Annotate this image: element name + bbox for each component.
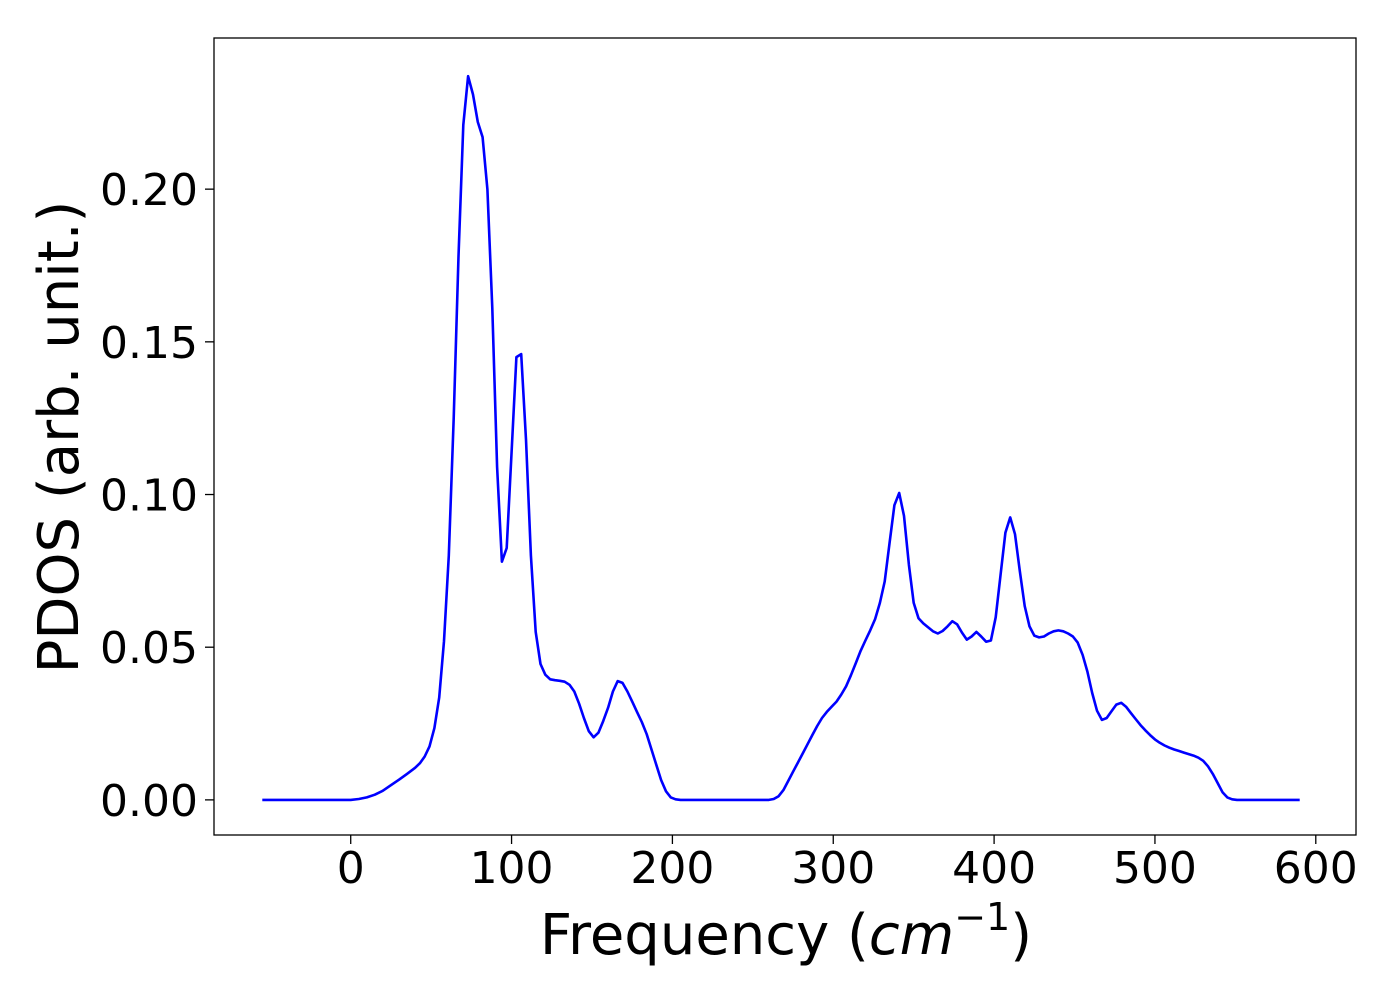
x-tick-label: 400 — [952, 843, 1036, 894]
x-tick-label: 600 — [1274, 843, 1358, 894]
x-tick-label: 100 — [470, 843, 554, 894]
x-axis-title-close-paren: ) — [1010, 903, 1032, 968]
x-axis-unit: cm — [869, 903, 954, 968]
x-tick-label: 200 — [630, 843, 714, 894]
plot-area — [262, 74, 1300, 802]
x-tick-label: 500 — [1113, 843, 1197, 894]
x-tick-label: 0 — [337, 843, 365, 894]
y-tick-label: 0.00 — [100, 776, 198, 827]
axes-frame — [213, 37, 1357, 836]
x-tick-label: 300 — [791, 843, 875, 894]
y-tick-label: 0.20 — [100, 165, 198, 216]
x-axis-title: Frequency (cm−1) — [540, 895, 1032, 968]
y-tick-label: 0.15 — [100, 318, 198, 369]
x-axis-ticks: 0 100 200 300 400 500 600 — [337, 835, 1358, 894]
x-axis-title-text: Frequency — [540, 903, 829, 968]
y-axis-title: PDOS (arb. unit.) — [27, 201, 92, 674]
x-axis-unit-exponent: −1 — [954, 895, 1010, 939]
y-tick-label: 0.10 — [100, 471, 198, 522]
pdos-line — [262, 74, 1300, 802]
x-axis-title-open-paren: ( — [829, 903, 869, 968]
y-axis-ticks: 0.00 0.05 0.10 0.15 0.20 — [100, 165, 214, 827]
y-tick-label: 0.05 — [100, 623, 198, 674]
